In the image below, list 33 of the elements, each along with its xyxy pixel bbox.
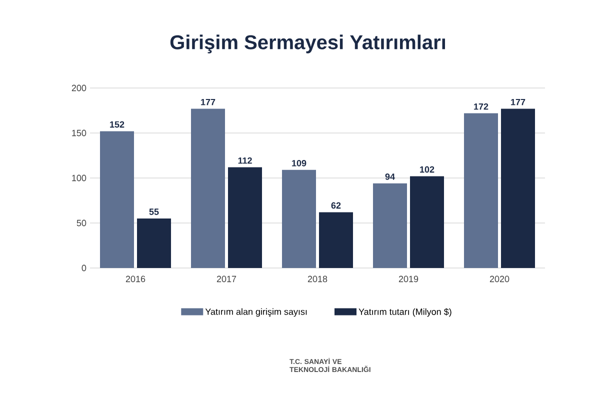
data-label: 55 bbox=[149, 208, 159, 215]
chart-title: Girişim Sermayesi Yatırımları bbox=[170, 34, 446, 54]
data-label: 112 bbox=[238, 157, 252, 164]
data-label: 94 bbox=[385, 173, 395, 180]
bar bbox=[319, 212, 353, 268]
bar bbox=[464, 113, 498, 268]
x-tick-label: 2018 bbox=[308, 276, 328, 282]
bar bbox=[191, 108, 225, 268]
x-tick-label: 2017 bbox=[216, 276, 236, 282]
legend-label: Yatırım alan girişim sayısı bbox=[205, 308, 307, 317]
bar bbox=[501, 108, 535, 268]
data-label: 177 bbox=[201, 98, 216, 106]
data-label: 102 bbox=[420, 166, 434, 173]
bar bbox=[100, 131, 134, 268]
bar bbox=[410, 176, 444, 268]
legend-label: Yatırım tutarı (Milyon $) bbox=[358, 308, 452, 317]
data-label: 109 bbox=[292, 160, 306, 166]
data-label: 62 bbox=[331, 202, 341, 209]
bar bbox=[137, 218, 171, 268]
data-label: 172 bbox=[474, 103, 488, 110]
bar bbox=[373, 183, 407, 268]
bar bbox=[282, 170, 316, 268]
x-tick-label: 2020 bbox=[490, 276, 510, 282]
y-tick-label: 100 bbox=[72, 174, 86, 182]
x-tick-label: 2016 bbox=[126, 276, 146, 282]
data-label: 177 bbox=[511, 98, 526, 106]
y-tick-label: 50 bbox=[76, 220, 86, 226]
y-tick-label: 150 bbox=[72, 130, 86, 136]
x-tick-label: 2019 bbox=[398, 276, 418, 282]
y-tick-label: 200 bbox=[72, 84, 86, 92]
y-tick-label: 0 bbox=[82, 264, 86, 272]
data-label: 152 bbox=[110, 121, 124, 128]
bar bbox=[228, 167, 262, 268]
